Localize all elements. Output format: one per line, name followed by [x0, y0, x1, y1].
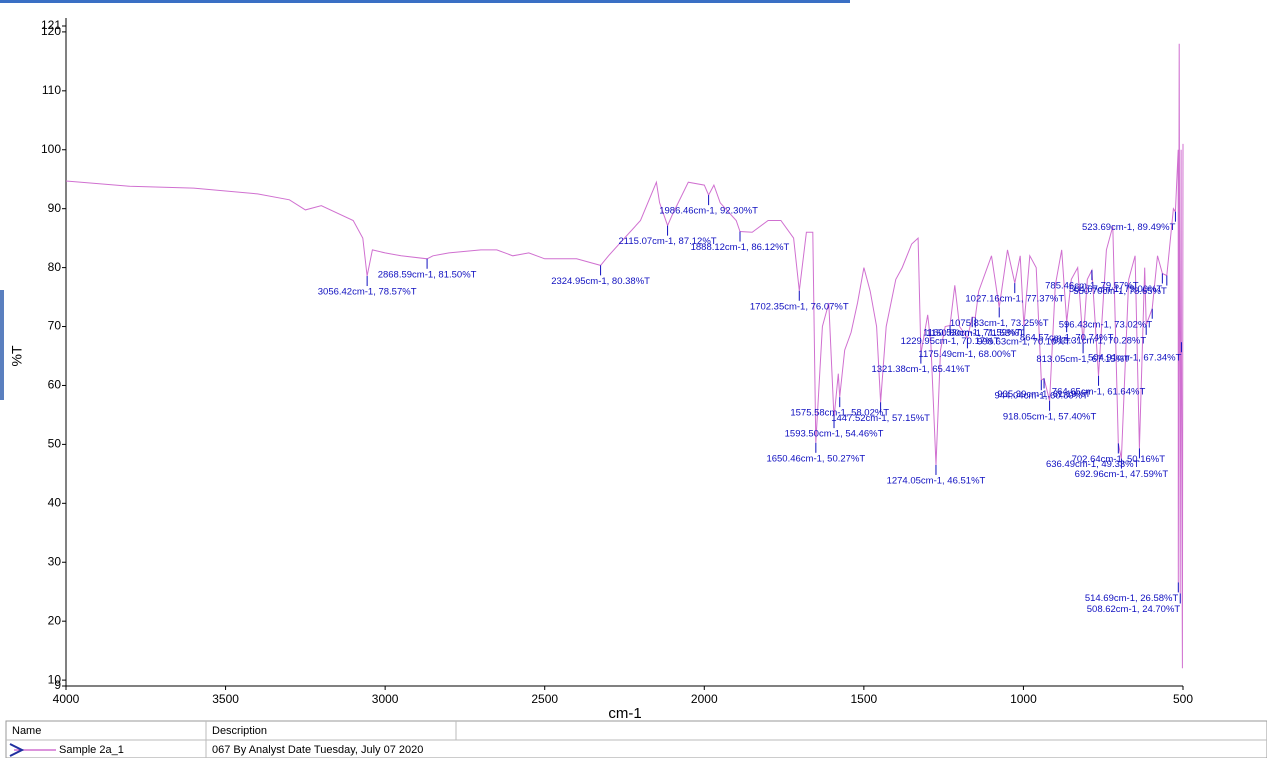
- peak-label: 615.31cm-1, 70.28%T: [1053, 335, 1147, 346]
- peak-label: 1075.83cm-1, 73.25%T: [950, 318, 1049, 329]
- x-tick-label: 3000: [372, 692, 399, 706]
- x-tick-label: 4000: [53, 692, 80, 706]
- peak-label: 998.63cm-1, 70.10%T: [977, 336, 1071, 347]
- peak-label: 935.39cm-1, 61.19%T: [997, 389, 1091, 400]
- peak-label: 514.69cm-1, 26.58%T: [1085, 593, 1179, 604]
- spectrum-line: [65, 43, 1184, 669]
- peak-label: 2324.95cm-1, 80.38%T: [551, 276, 650, 287]
- peak-label: 2868.59cm-1, 81.50%T: [378, 269, 477, 280]
- column-header: Name: [12, 725, 41, 737]
- peak-label: 1160.53cm-1, 71.59%T: [923, 328, 1021, 339]
- peak-label: 1229.95cm-1, 70.17%T: [901, 336, 1000, 347]
- y-tick-label: 9: [54, 678, 61, 692]
- y-tick-label: 50: [48, 437, 62, 451]
- y-tick-label: 30: [48, 554, 62, 568]
- peak-label: 1888.12cm-1, 86.12%T: [691, 242, 790, 253]
- y-tick-label: 60: [48, 378, 62, 392]
- peak-label: 692.96cm-1, 47.59%T: [1075, 469, 1169, 480]
- y-tick-label: 90: [48, 201, 62, 215]
- peak-label: 1150.80cm-1, 71.53%T: [926, 328, 1024, 339]
- x-tick-label: 2000: [691, 692, 718, 706]
- y-tick-label: 40: [48, 495, 62, 509]
- peak-label: 1702.35cm-1, 76.07%T: [750, 301, 849, 312]
- y-tick-label: 110: [42, 83, 61, 97]
- peak-label: 1650.46cm-1, 50.27%T: [766, 453, 865, 464]
- y-tick-label: 120: [41, 24, 61, 38]
- legend-description: 067 By Analyst Date Tuesday, July 07 202…: [212, 744, 423, 756]
- peak-label: 550.70cm-1, 78.65%T: [1073, 286, 1167, 297]
- top-bar: [0, 0, 850, 3]
- peak-label: 1027.16cm-1, 77.37%T: [965, 294, 1064, 305]
- peak-label: 2115.07cm-1, 87.12%T: [619, 236, 717, 247]
- peak-label: 864.57cm-1, 70.74%T: [1020, 333, 1114, 344]
- peak-label: 944.04cm-1, 60.89%T: [995, 391, 1089, 402]
- y-tick-label: 20: [48, 613, 62, 627]
- legend-arrow: [9, 743, 25, 757]
- peak-label: 918.05cm-1, 57.40%T: [1003, 411, 1097, 422]
- peak-label: 1593.50cm-1, 54.46%T: [785, 429, 884, 440]
- x-axis-label: cm-1: [608, 705, 641, 722]
- x-tick-label: 1000: [1010, 692, 1037, 706]
- x-tick-label: 2500: [531, 692, 558, 706]
- y-tick-label: 100: [41, 142, 61, 156]
- peak-label: 1175.49cm-1, 68.00%T: [918, 349, 1016, 360]
- peak-label: 813.05cm-1, 67.15%T: [1036, 354, 1130, 365]
- x-tick-label: 1500: [851, 692, 878, 706]
- peak-label: 508.62cm-1, 24.70%T: [1087, 604, 1181, 615]
- peak-label: 785.46cm-1, 79.57%T: [1045, 281, 1139, 292]
- peak-label: 764.65cm-1, 61.64%T: [1052, 386, 1146, 397]
- side-handle: [0, 290, 4, 400]
- y-tick-label: 80: [48, 260, 62, 274]
- y-tick-label: 121: [41, 18, 61, 32]
- peak-label: 1447.52cm-1, 57.15%T: [831, 413, 930, 424]
- y-axis-label: %T: [9, 345, 25, 366]
- column-header: Description: [212, 725, 267, 737]
- peak-label: 636.49cm-1, 49.33%T: [1046, 459, 1140, 470]
- peak-label: 1274.05cm-1, 46.51%T: [887, 475, 986, 486]
- peak-label: 1986.46cm-1, 92.30%T: [659, 206, 758, 217]
- peak-label: 523.69cm-1, 89.49%T: [1082, 222, 1176, 233]
- legend-name[interactable]: Sample 2a_1: [59, 744, 124, 756]
- peak-label: 564.67cm-1, 79.00%T: [1069, 284, 1163, 295]
- peak-label: 1575.58cm-1, 58.02%T: [790, 408, 889, 419]
- peak-label: 702.64cm-1, 50.16%T: [1072, 454, 1166, 465]
- peak-label: 1321.38cm-1, 65.41%T: [871, 364, 970, 375]
- x-tick-label: 3500: [212, 692, 239, 706]
- y-tick-label: 70: [48, 319, 62, 333]
- x-tick-label: 500: [1173, 692, 1193, 706]
- y-tick-label: 10: [48, 672, 62, 686]
- peak-label: 596.43cm-1, 73.02%T: [1059, 319, 1153, 330]
- peak-label: 3056.42cm-1, 78.57%T: [318, 287, 417, 298]
- peak-label: 504.91cm-1, 67.34%T: [1088, 353, 1182, 364]
